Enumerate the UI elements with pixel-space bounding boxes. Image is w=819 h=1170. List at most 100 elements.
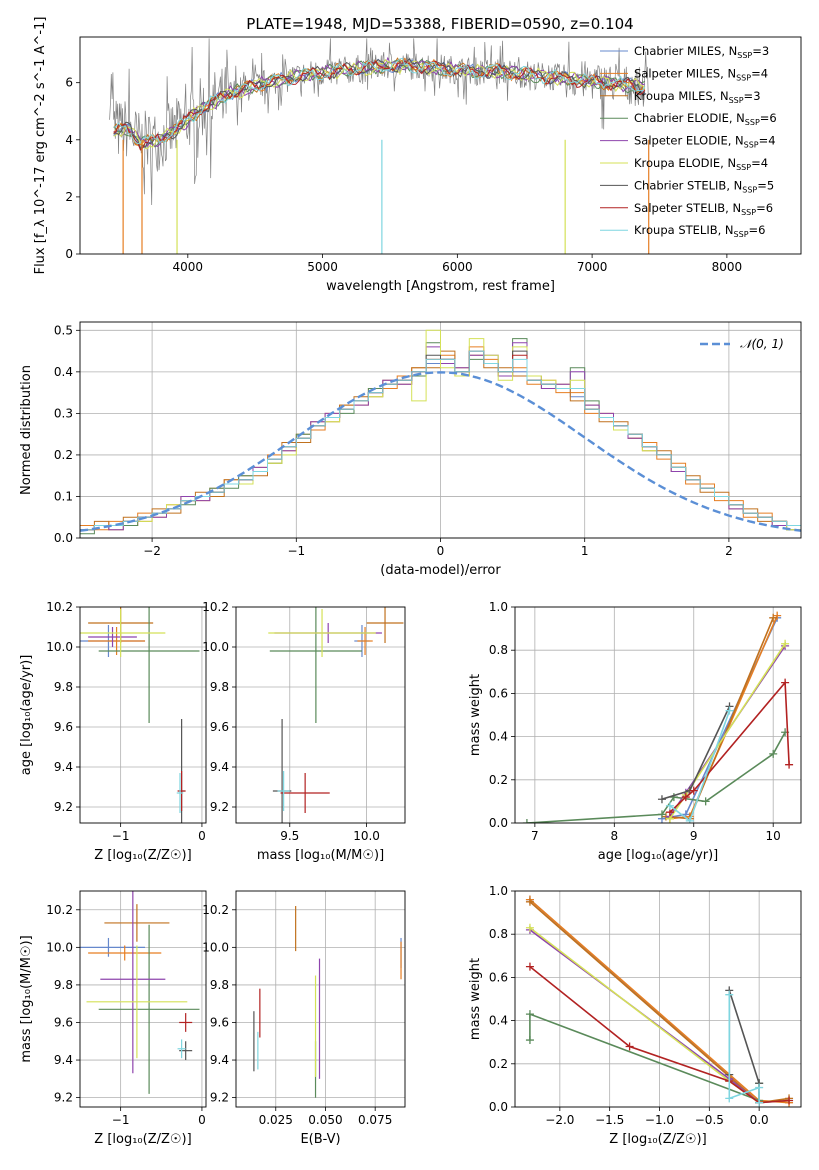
weight-marker-5 [781, 639, 790, 648]
y-tick-label: 9.6 [210, 1015, 229, 1029]
histogram-4 [80, 342, 801, 538]
y-tick-label: 0.4 [489, 1014, 508, 1028]
legend-eq: = [751, 66, 761, 80]
figure-title: PLATE=1948, MJD=53388, FIBERID=0590, z=0… [246, 15, 633, 33]
legend-nssp: 6 [758, 223, 765, 237]
legend-sep: , N [713, 89, 729, 103]
legend-subscript: SSP [729, 96, 744, 105]
x-tick-label: 0 [437, 544, 445, 558]
legend-model-name: Chabrier ELODIE [634, 111, 729, 125]
legend-eq: = [757, 178, 767, 192]
y-axis-label: Flux [f_λ 10^-17 erg cm^-2 s^-1 A^-1] [33, 17, 48, 275]
x-axis-label: mass [log₁₀(M/M☉)] [257, 848, 384, 863]
weight-marker-3 [701, 797, 710, 806]
y-tick-label: 10.0 [202, 640, 229, 654]
age-vs-mass-panel: 9.5 10.0 9.2 9.4 9.6 9.8 10.0 10.2 mass [log₁₀(M… [202, 600, 406, 863]
y-tick-label: 1.0 [489, 600, 508, 614]
legend-label: Kroupa STELIB, NSSP=6 [634, 223, 766, 239]
y-tick-label: 9.8 [210, 680, 229, 694]
y-tick-label: 0.0 [489, 816, 508, 830]
legend-label: Chabrier STELIB, NSSP=5 [634, 178, 774, 194]
legend-subscript: SSP [745, 118, 760, 127]
y-axis-label: Normed distribution [19, 365, 34, 495]
y-tick-label: 9.2 [210, 1091, 229, 1105]
weight-marker-7 [781, 678, 790, 687]
y-tick-label: 9.6 [54, 1015, 73, 1029]
axes-frame [514, 890, 802, 1108]
y-tick-label: 0.6 [489, 970, 508, 984]
legend-sep: , N [720, 66, 736, 80]
y-tick-label: 0.2 [489, 1057, 508, 1071]
legend-label: Chabrier ELODIE, NSSP=6 [634, 111, 777, 127]
legend-model-name: Kroupa STELIB [634, 223, 718, 237]
weight-marker-7 [785, 1096, 794, 1105]
weight-marker-3 [525, 1010, 534, 1019]
legend-label: Salpeter STELIB, NSSP=6 [634, 201, 773, 217]
plot-area [80, 607, 200, 823]
y-tick-label: 0 [65, 247, 73, 261]
legend-sep: , N [725, 201, 741, 215]
legend-eq: = [760, 111, 770, 125]
x-tick-label: 10.0 [353, 829, 380, 843]
legend-subscript: SSP [744, 141, 759, 150]
legend-model-name: Kroupa MILES [634, 89, 713, 103]
age-vs-z-panel: −1 0 9.2 9.4 9.6 9.8 10.0 10.2 Z [log₁₀(Z/Z☉)] ag… [19, 600, 207, 863]
legend-subscript: SSP [734, 230, 749, 239]
legend-subscript: SSP [742, 185, 757, 194]
x-tick-label: 9.5 [280, 829, 299, 843]
legend-nssp: 6 [769, 111, 776, 125]
x-tick-label: 0.075 [358, 1113, 392, 1127]
weight-marker-7 [625, 1042, 634, 1051]
x-tick-label: 2 [725, 544, 733, 558]
y-tick-label: 0.0 [54, 531, 73, 545]
legend-label: Kroupa MILES, NSSP=3 [634, 89, 761, 105]
y-tick-label: 0.8 [489, 927, 508, 941]
y-tick-label: 9.4 [54, 760, 73, 774]
legend-nssp: 6 [766, 201, 773, 215]
weight-marker-8 [725, 990, 734, 999]
weight-marker-7 [681, 793, 690, 802]
x-axis-label: E(B-V) [300, 1132, 340, 1147]
y-tick-label: 0.8 [489, 643, 508, 657]
weight-marker-8 [685, 816, 694, 823]
x-tick-label: −1.0 [645, 1113, 674, 1127]
x-tick-label: 0.050 [308, 1113, 342, 1127]
y-tick-label: 1.0 [489, 884, 508, 898]
y-tick-label: 10.0 [46, 940, 73, 954]
x-tick-label: −1 [112, 1113, 130, 1127]
spectrum-model-line-7 [113, 60, 646, 151]
weight-marker-3 [522, 819, 531, 823]
weight-marker-3 [657, 810, 666, 819]
x-tick-label: −2.0 [545, 1113, 574, 1127]
weight-marker-8 [755, 1083, 764, 1092]
weight-marker-8 [665, 801, 674, 810]
y-tick-label: 0.0 [489, 1100, 508, 1114]
weight-line-6 [661, 706, 731, 800]
normal-curve [80, 371, 801, 532]
spectrum-model-line-5 [113, 59, 646, 150]
axes-frame [235, 606, 406, 824]
mass-weight-vs-age-panel: 7 8 9 10 0.0 0.2 0.4 0.6 0.8 1.0 age [log₁₀(age/yr… [468, 600, 802, 863]
legend-nssp: 4 [761, 66, 768, 80]
y-tick-label: 2 [65, 190, 73, 204]
y-tick-label: 0.2 [489, 773, 508, 787]
axes-frame [79, 606, 207, 824]
legend-eq: = [759, 134, 769, 148]
legend-normal-label: 𝒩(0, 1) [740, 337, 784, 351]
legend-eq: = [744, 89, 754, 103]
x-tick-label: 0.025 [259, 1113, 293, 1127]
legend-subscript: SSP [736, 163, 751, 172]
weight-line-8 [728, 994, 760, 1103]
x-axis-label: age [log₁₀(age/yr)] [598, 848, 719, 863]
x-tick-label: 8 [610, 829, 618, 843]
weight-marker-5 [525, 923, 534, 932]
weight-line-6 [728, 990, 760, 1103]
y-axis-label: mass weight [468, 674, 483, 756]
x-tick-label: 7 [531, 829, 539, 843]
y-tick-label: 10.2 [202, 903, 229, 917]
y-tick-label: 0.4 [54, 365, 73, 379]
legend-nssp: 5 [767, 178, 774, 192]
legend-sep: , N [720, 156, 736, 170]
